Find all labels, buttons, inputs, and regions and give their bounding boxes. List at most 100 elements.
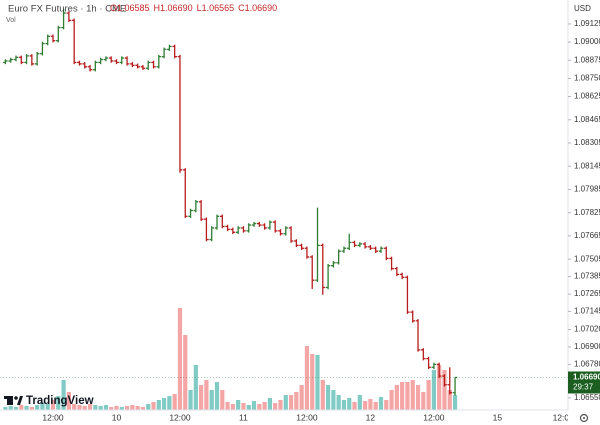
ohlc-bar	[394, 266, 400, 277]
ohlc-bar	[40, 41, 45, 56]
volume-bar	[347, 398, 352, 410]
ohlc-bar	[447, 367, 453, 395]
volume-bar	[188, 390, 193, 410]
volume-bar	[378, 397, 384, 410]
volume-bar	[363, 401, 368, 410]
ohlc-bar	[66, 11, 72, 23]
volume-bar	[257, 404, 262, 410]
volume-bar	[87, 404, 93, 410]
volume-bar	[135, 406, 140, 410]
ohlc-bar	[442, 374, 447, 387]
volume-bar	[114, 406, 119, 410]
ohlc-bar	[204, 217, 209, 242]
ohlc-bar	[18, 55, 24, 65]
x-tick-label: 11	[239, 412, 248, 422]
volume-bar	[341, 400, 347, 410]
ohlc-bar	[389, 256, 394, 271]
y-tick-label: 1.06550	[574, 393, 600, 402]
ohlc-bar	[410, 310, 416, 323]
volume-bar	[214, 382, 220, 410]
logo-shape	[17, 396, 23, 405]
volume-bar	[45, 404, 50, 410]
volume-bar	[288, 395, 294, 410]
volume-bar	[273, 403, 278, 410]
ohlc-bar	[77, 60, 82, 66]
volume-bar	[72, 404, 77, 410]
logo-shape	[7, 396, 13, 405]
ohlc-bar	[426, 356, 431, 370]
volume-bar	[61, 380, 66, 410]
ohlc-bar	[93, 60, 98, 72]
volume-bar	[167, 396, 172, 410]
ohlc-bar	[431, 362, 437, 370]
ohlc-bar	[299, 243, 304, 251]
settings-icon[interactable]	[579, 413, 589, 423]
ohlc-bar	[71, 18, 77, 65]
volume-bar	[304, 346, 310, 410]
ohlc-bar	[283, 226, 289, 236]
ohlc-bar	[45, 34, 51, 46]
ohlc-bar	[108, 56, 114, 63]
ohlc-bar	[421, 348, 426, 361]
ohlc-bar	[315, 207, 320, 282]
countdown: 29:37	[573, 383, 594, 392]
ohlc-bar	[135, 63, 140, 69]
volume-bar	[220, 390, 225, 410]
ohlc-bar	[119, 56, 125, 65]
volume-bar	[50, 400, 56, 410]
x-tick-label: 12:0	[553, 412, 570, 422]
y-tick-label: 1.07265	[574, 289, 600, 298]
volume-bar	[251, 401, 257, 410]
y-tick-label: 1.08625	[574, 92, 600, 101]
ohlc-bar	[272, 220, 278, 233]
volume-bar	[146, 404, 151, 410]
volume-bar	[384, 400, 389, 410]
ohlc-bar	[373, 246, 378, 253]
volume-bar	[209, 390, 214, 410]
volume-bar	[421, 392, 426, 410]
ohlc-bar	[267, 220, 273, 230]
ohlc-bar	[103, 56, 109, 62]
volume-bar	[40, 402, 45, 410]
volume-bar	[230, 404, 235, 410]
y-tick-label: 1.07665	[574, 231, 600, 240]
volume-bar	[140, 407, 146, 410]
ohlc-bar	[251, 221, 257, 227]
volume-bar	[415, 385, 421, 410]
ohlc-bar	[219, 214, 225, 229]
gear[interactable]	[579, 413, 589, 423]
volume-bar	[29, 407, 34, 410]
ohlc-bar	[368, 245, 373, 251]
brand-name: TradingView	[26, 395, 94, 407]
volume-bar	[241, 403, 246, 410]
ohlc-bar	[177, 54, 183, 173]
volume-bar	[98, 406, 103, 410]
ohlc-bar	[352, 240, 357, 248]
ohlc-bar	[362, 242, 368, 249]
ohlc-bar	[378, 246, 384, 253]
ohlc-bar	[288, 226, 294, 243]
volume-bar	[405, 382, 410, 410]
ohlc-bar	[50, 34, 56, 43]
volume-bar	[183, 335, 188, 410]
ohlc-item: L1.06565	[197, 3, 235, 13]
ohlc-bar	[336, 249, 341, 265]
plot-area	[0, 8, 568, 410]
volume-bar	[373, 402, 378, 410]
volume-bar	[278, 400, 283, 410]
ohlc-bar	[56, 25, 61, 43]
volume-bar	[357, 395, 362, 410]
ohlc-bar	[262, 223, 267, 230]
y-tick-label: 1.08875	[574, 55, 600, 64]
ohlc-item: O1.06585	[110, 3, 150, 13]
volume-bar	[262, 402, 267, 410]
gear-center	[583, 417, 585, 419]
volume-bar	[394, 385, 399, 410]
ohlc-bar	[331, 261, 336, 268]
volume-bar	[431, 370, 436, 410]
volume-bar	[156, 400, 161, 410]
last-price-label: 1.06690	[573, 373, 600, 382]
ohlc-bar	[235, 226, 241, 235]
volume-bar	[109, 407, 114, 410]
ohlc-bar	[13, 55, 19, 62]
